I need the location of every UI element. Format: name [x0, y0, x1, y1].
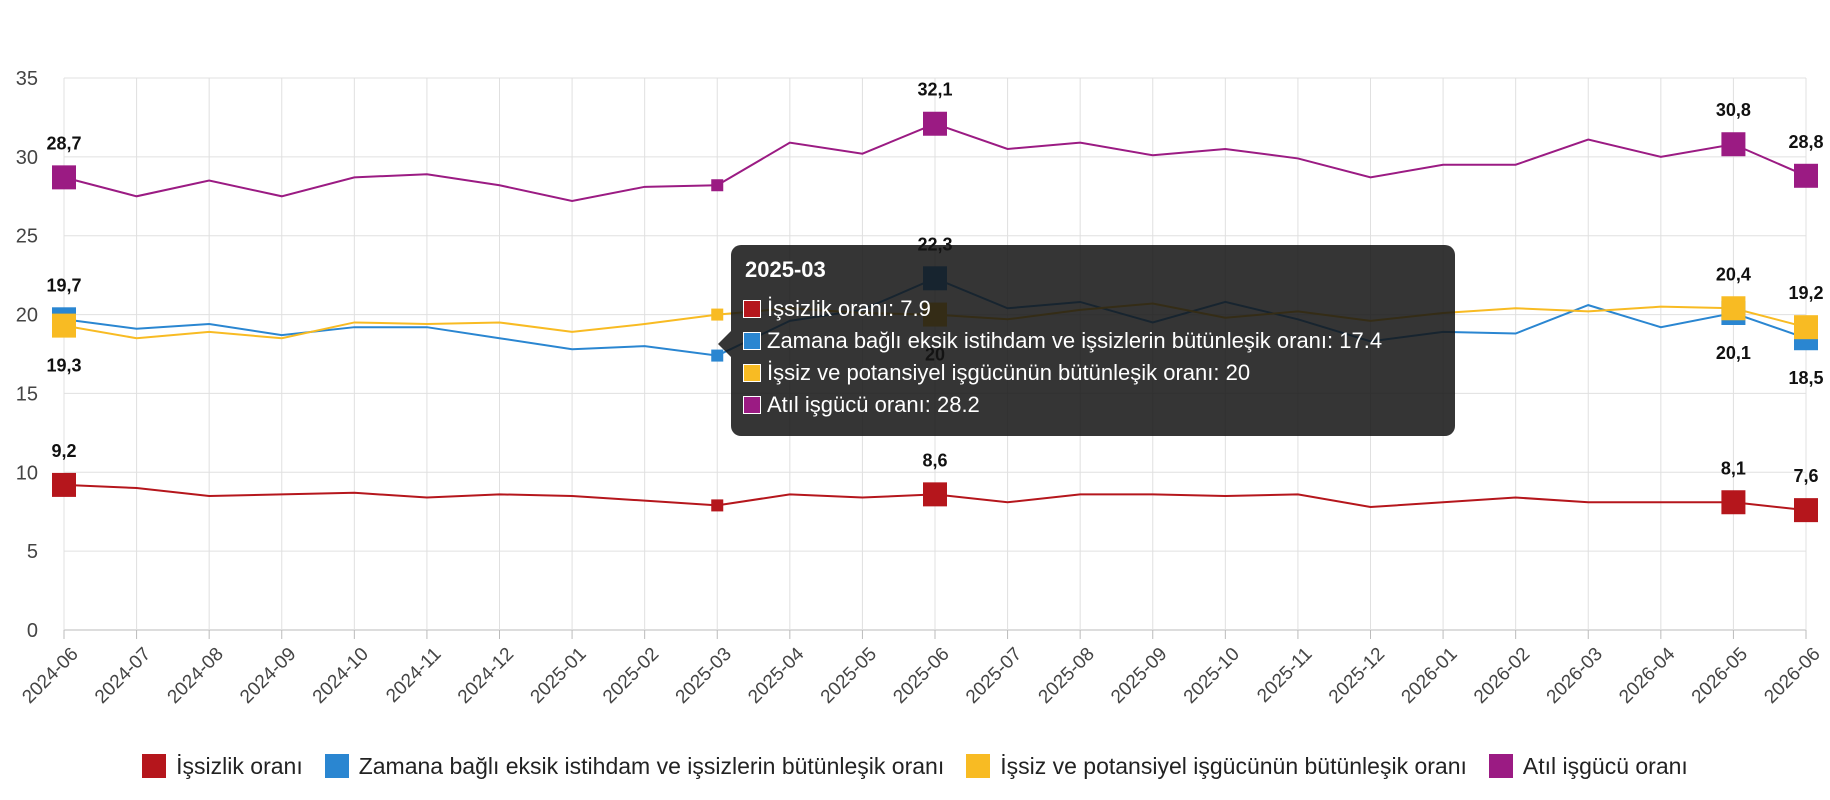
- y-tick-label: 0: [27, 620, 38, 642]
- tooltip-row-potansiyel-isgucu: İşsiz ve potansiyel işgücünün bütünleşik…: [743, 357, 1443, 389]
- legend-label-issizlik: İşsizlik oranı: [176, 752, 303, 779]
- data-label: 9,2: [51, 441, 76, 461]
- x-tick-label: 2024-08: [164, 644, 228, 708]
- highlight-point-2[interactable]: [1794, 315, 1818, 340]
- legend-swatch-issizlik: [142, 754, 167, 778]
- y-tick-label: 30: [16, 147, 38, 169]
- tooltip-row-atil-isgucu: Atıl işgücü oranı: 28.2: [743, 389, 1443, 421]
- x-tick-label: 2026-02: [1470, 644, 1534, 708]
- tooltip-text-potansiyel-isgucu: İşsiz ve potansiyel işgücünün bütünleşik…: [767, 360, 1251, 385]
- x-tick-label: 2025-01: [527, 644, 591, 708]
- y-tick-label: 25: [16, 226, 38, 248]
- highlight-point-2[interactable]: [52, 313, 76, 338]
- legend-item-atil-isgucu[interactable]: Atıl işgücü oranı: [1488, 752, 1688, 780]
- x-tick-label: 2025-05: [817, 644, 881, 708]
- data-label: 30,8: [1716, 100, 1751, 120]
- tooltip-row-issizlik: İşsizlik oranı: 7.9: [743, 293, 1443, 325]
- tooltip-row-zamana-bagli: Zamana bağlı eksik istihdam ve işsizleri…: [743, 325, 1443, 357]
- x-tick-label: 2026-06: [1760, 644, 1824, 708]
- data-label: 32,1: [917, 80, 952, 100]
- x-tick-label: 2024-07: [91, 644, 155, 708]
- chart-legend: İşsizlik oranı Zamana bağlı eksik istihd…: [0, 746, 1830, 786]
- y-tick-label: 10: [16, 462, 38, 484]
- x-tick-label: 2024-09: [236, 644, 300, 708]
- tooltip-text-atil-isgucu: Atıl işgücü oranı: 28.2: [767, 392, 980, 417]
- hover-tooltip: 2025-03 İşsizlik oranı: 7.9 Zamana bağlı…: [718, 245, 1455, 436]
- x-tick-label: 2025-11: [1253, 644, 1316, 707]
- x-tick-label: 2025-06: [889, 644, 953, 708]
- tooltip-text-issizlik: İşsizlik oranı: 7.9: [767, 296, 931, 321]
- data-label: 19,2: [1788, 283, 1823, 303]
- legend-label-zamana-bagli: Zamana bağlı eksik istihdam ve işsizleri…: [358, 752, 945, 779]
- y-tick-label: 35: [16, 68, 38, 90]
- legend-swatch-potansiyel-isgucu: [966, 754, 991, 778]
- x-tick-label: 2024-11: [382, 644, 445, 707]
- tooltip-swatch-zamana-bagli: [743, 332, 761, 350]
- x-tick-label: 2026-04: [1615, 643, 1679, 707]
- x-tick-label: 2025-09: [1107, 644, 1171, 708]
- x-tick-label: 2025-04: [744, 643, 808, 707]
- data-label: 19,3: [46, 356, 81, 376]
- tooltip-swatch-issizlik: [743, 300, 761, 318]
- data-label: 20,4: [1716, 264, 1751, 284]
- x-tick-label: 2024-12: [454, 644, 518, 708]
- hover-point-0[interactable]: [711, 499, 724, 512]
- hover-point-2[interactable]: [711, 308, 724, 321]
- x-tick-label: 2026-03: [1543, 644, 1607, 708]
- x-tick-label: 2024-10: [309, 644, 373, 708]
- legend-label-atil-isgucu: Atıl işgücü oranı: [1522, 752, 1688, 779]
- highlight-point-0[interactable]: [52, 472, 76, 497]
- x-tick-label: 2025-07: [962, 644, 1026, 708]
- tooltip-text-zamana-bagli: Zamana bağlı eksik istihdam ve işsizleri…: [767, 328, 1383, 353]
- y-tick-label: 15: [16, 383, 38, 405]
- x-tick-label: 2025-08: [1035, 644, 1099, 708]
- legend-swatch-atil-isgucu: [1488, 754, 1513, 778]
- legend-item-zamana-bagli[interactable]: Zamana bağlı eksik istihdam ve işsizleri…: [324, 752, 945, 780]
- data-label: 7,6: [1793, 466, 1818, 486]
- data-label: 20,1: [1716, 343, 1751, 363]
- legend-swatch-zamana-bagli: [324, 754, 349, 778]
- x-tick-label: 2025-10: [1180, 644, 1244, 708]
- highlight-point-0[interactable]: [1721, 490, 1746, 515]
- legend-label-potansiyel-isgucu: İşsiz ve potansiyel işgücünün bütünleşik…: [1000, 752, 1467, 779]
- y-tick-label: 20: [16, 305, 38, 327]
- x-tick-label: 2026-01: [1398, 644, 1462, 708]
- legend-item-potansiyel-isgucu[interactable]: İşsiz ve potansiyel işgücünün bütünleşik…: [966, 753, 1467, 780]
- data-label: 28,8: [1788, 132, 1823, 152]
- x-tick-label: 2025-12: [1325, 644, 1389, 708]
- data-label: 19,7: [46, 275, 81, 295]
- highlight-point-3[interactable]: [1794, 163, 1818, 188]
- highlight-point-0[interactable]: [1794, 498, 1818, 523]
- tooltip-title: 2025-03: [745, 257, 826, 282]
- data-label: 18,5: [1788, 368, 1823, 388]
- data-label: 8,1: [1721, 458, 1746, 478]
- tooltip-swatch-atil-isgucu: [743, 396, 761, 414]
- hover-point-3[interactable]: [711, 179, 724, 192]
- x-tick-label: 2025-03: [672, 644, 736, 708]
- highlight-point-0[interactable]: [923, 482, 947, 507]
- y-tick-label: 5: [27, 541, 38, 563]
- legend-item-issizlik[interactable]: İşsizlik oranı: [142, 753, 303, 780]
- x-tick-label: 2026-05: [1688, 644, 1752, 708]
- x-tick-label: 2024-06: [18, 644, 82, 708]
- tooltip-swatch-potansiyel-isgucu: [743, 364, 761, 382]
- data-label: 8,6: [922, 450, 947, 470]
- data-label: 28,7: [46, 133, 81, 153]
- highlight-point-3[interactable]: [52, 165, 76, 190]
- highlight-point-2[interactable]: [1721, 296, 1746, 321]
- x-tick-label: 2025-02: [599, 644, 663, 708]
- highlight-point-3[interactable]: [1721, 132, 1746, 157]
- highlight-point-3[interactable]: [923, 111, 947, 136]
